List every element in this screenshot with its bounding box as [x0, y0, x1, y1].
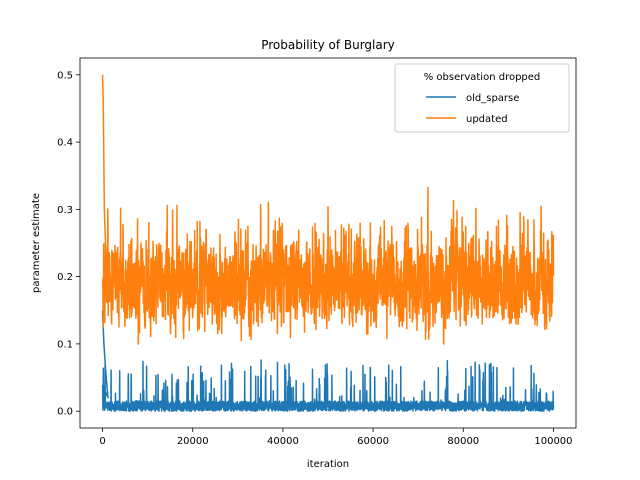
legend-title: % observation dropped	[424, 72, 541, 83]
y-tick-label: 0.1	[57, 339, 73, 350]
x-tick-label: 20000	[177, 436, 209, 447]
legend-label-updated: updated	[466, 114, 508, 125]
plot-area	[101, 74, 555, 412]
x-tick-label: 60000	[357, 436, 389, 447]
series-layer	[101, 74, 555, 412]
y-tick-label: 0.0	[57, 407, 73, 418]
series-line-old-sparse	[101, 310, 555, 412]
series-line-updated	[101, 74, 555, 345]
y-tick-label: 0.3	[57, 205, 73, 216]
chart-title: Probability of Burglary	[261, 38, 395, 52]
y-axis: 0.0 0.1 0.2 0.3 0.4 0.5	[57, 70, 80, 418]
plot-frame	[79, 57, 577, 429]
legend-label-old-sparse: old_sparse	[466, 93, 519, 104]
y-tick-label: 0.2	[57, 272, 73, 283]
x-tick-label: 0	[99, 436, 105, 447]
legend-box	[394, 63, 570, 133]
x-tick-label: 100000	[534, 436, 572, 447]
x-axis-label: iteration	[307, 459, 349, 470]
y-axis-label: parameter estimate	[31, 193, 42, 293]
y-tick-label: 0.4	[57, 138, 73, 149]
x-axis: 0 20000 40000 60000 80000 100000	[99, 428, 573, 447]
legend: % observation dropped old_sparse updated	[394, 63, 570, 133]
y-tick-label: 0.5	[57, 70, 73, 81]
x-tick-label: 80000	[447, 436, 479, 447]
x-tick-label: 40000	[267, 436, 299, 447]
